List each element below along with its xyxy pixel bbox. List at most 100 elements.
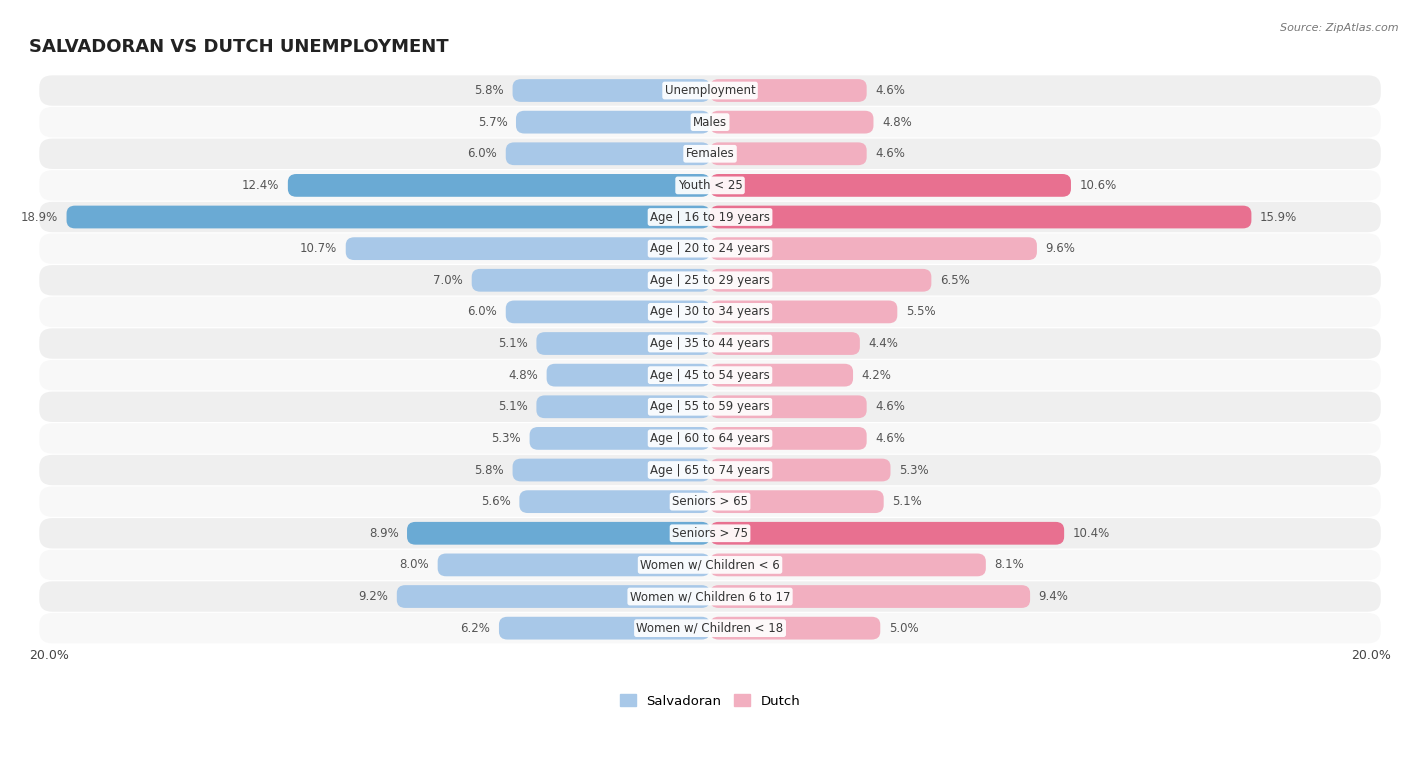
FancyBboxPatch shape <box>39 613 1381 643</box>
Text: 20.0%: 20.0% <box>1351 650 1391 662</box>
FancyBboxPatch shape <box>710 142 866 165</box>
Text: Age | 30 to 34 years: Age | 30 to 34 years <box>650 305 770 319</box>
Text: 5.6%: 5.6% <box>481 495 510 508</box>
FancyBboxPatch shape <box>710 395 866 418</box>
Text: 4.4%: 4.4% <box>869 337 898 350</box>
FancyBboxPatch shape <box>39 518 1381 549</box>
Text: 6.5%: 6.5% <box>939 274 970 287</box>
Text: 5.8%: 5.8% <box>474 84 505 97</box>
Text: Age | 25 to 29 years: Age | 25 to 29 years <box>650 274 770 287</box>
Text: 5.3%: 5.3% <box>898 463 928 476</box>
Text: 10.6%: 10.6% <box>1080 179 1116 192</box>
Text: Source: ZipAtlas.com: Source: ZipAtlas.com <box>1281 23 1399 33</box>
Text: 6.2%: 6.2% <box>461 621 491 634</box>
FancyBboxPatch shape <box>530 427 710 450</box>
FancyBboxPatch shape <box>710 206 1251 229</box>
Text: 4.6%: 4.6% <box>875 400 905 413</box>
FancyBboxPatch shape <box>710 427 866 450</box>
FancyBboxPatch shape <box>710 111 873 133</box>
Text: 20.0%: 20.0% <box>30 650 69 662</box>
FancyBboxPatch shape <box>710 237 1036 260</box>
FancyBboxPatch shape <box>39 139 1381 169</box>
Text: 10.7%: 10.7% <box>299 242 337 255</box>
Text: 5.5%: 5.5% <box>905 305 935 319</box>
Text: 5.1%: 5.1% <box>498 400 527 413</box>
FancyBboxPatch shape <box>39 581 1381 612</box>
FancyBboxPatch shape <box>710 522 1064 545</box>
Text: 8.1%: 8.1% <box>994 559 1024 572</box>
Text: 4.6%: 4.6% <box>875 148 905 160</box>
Text: Age | 60 to 64 years: Age | 60 to 64 years <box>650 432 770 445</box>
Text: 6.0%: 6.0% <box>468 148 498 160</box>
Text: 4.8%: 4.8% <box>509 369 538 382</box>
Text: Age | 20 to 24 years: Age | 20 to 24 years <box>650 242 770 255</box>
FancyBboxPatch shape <box>547 364 710 387</box>
FancyBboxPatch shape <box>39 487 1381 517</box>
FancyBboxPatch shape <box>39 391 1381 422</box>
Text: 10.4%: 10.4% <box>1073 527 1109 540</box>
Text: Age | 55 to 59 years: Age | 55 to 59 years <box>650 400 770 413</box>
Text: 5.7%: 5.7% <box>478 116 508 129</box>
Text: Seniors > 65: Seniors > 65 <box>672 495 748 508</box>
FancyBboxPatch shape <box>437 553 710 576</box>
FancyBboxPatch shape <box>39 455 1381 485</box>
Text: 8.9%: 8.9% <box>368 527 398 540</box>
FancyBboxPatch shape <box>39 423 1381 453</box>
FancyBboxPatch shape <box>710 585 1031 608</box>
Text: 5.1%: 5.1% <box>498 337 527 350</box>
Text: Youth < 25: Youth < 25 <box>678 179 742 192</box>
FancyBboxPatch shape <box>710 332 860 355</box>
Text: Women w/ Children 6 to 17: Women w/ Children 6 to 17 <box>630 590 790 603</box>
FancyBboxPatch shape <box>710 79 866 102</box>
FancyBboxPatch shape <box>66 206 710 229</box>
FancyBboxPatch shape <box>710 459 890 481</box>
Text: 9.4%: 9.4% <box>1039 590 1069 603</box>
Text: 18.9%: 18.9% <box>21 210 58 223</box>
Text: 5.8%: 5.8% <box>474 463 505 476</box>
FancyBboxPatch shape <box>472 269 710 291</box>
FancyBboxPatch shape <box>513 79 710 102</box>
FancyBboxPatch shape <box>346 237 710 260</box>
Legend: Salvadoran, Dutch: Salvadoran, Dutch <box>614 689 806 713</box>
Text: Females: Females <box>686 148 734 160</box>
Text: 12.4%: 12.4% <box>242 179 280 192</box>
FancyBboxPatch shape <box>39 550 1381 580</box>
Text: 5.3%: 5.3% <box>492 432 522 445</box>
FancyBboxPatch shape <box>39 107 1381 137</box>
Text: Age | 16 to 19 years: Age | 16 to 19 years <box>650 210 770 223</box>
FancyBboxPatch shape <box>537 395 710 418</box>
FancyBboxPatch shape <box>519 491 710 513</box>
Text: 9.2%: 9.2% <box>359 590 388 603</box>
Text: 4.8%: 4.8% <box>882 116 911 129</box>
FancyBboxPatch shape <box>710 553 986 576</box>
FancyBboxPatch shape <box>710 617 880 640</box>
Text: Age | 35 to 44 years: Age | 35 to 44 years <box>650 337 770 350</box>
FancyBboxPatch shape <box>39 170 1381 201</box>
Text: Women w/ Children < 6: Women w/ Children < 6 <box>640 559 780 572</box>
Text: 5.0%: 5.0% <box>889 621 918 634</box>
Text: 9.6%: 9.6% <box>1046 242 1076 255</box>
FancyBboxPatch shape <box>39 329 1381 359</box>
FancyBboxPatch shape <box>506 142 710 165</box>
Text: 8.0%: 8.0% <box>399 559 429 572</box>
Text: 7.0%: 7.0% <box>433 274 463 287</box>
FancyBboxPatch shape <box>39 265 1381 295</box>
Text: 4.6%: 4.6% <box>875 432 905 445</box>
FancyBboxPatch shape <box>537 332 710 355</box>
FancyBboxPatch shape <box>710 269 931 291</box>
FancyBboxPatch shape <box>406 522 710 545</box>
FancyBboxPatch shape <box>506 301 710 323</box>
FancyBboxPatch shape <box>710 174 1071 197</box>
FancyBboxPatch shape <box>39 360 1381 391</box>
FancyBboxPatch shape <box>710 364 853 387</box>
Text: 4.2%: 4.2% <box>862 369 891 382</box>
FancyBboxPatch shape <box>39 202 1381 232</box>
FancyBboxPatch shape <box>396 585 710 608</box>
Text: SALVADORAN VS DUTCH UNEMPLOYMENT: SALVADORAN VS DUTCH UNEMPLOYMENT <box>30 38 449 56</box>
Text: 15.9%: 15.9% <box>1260 210 1298 223</box>
FancyBboxPatch shape <box>288 174 710 197</box>
Text: 5.1%: 5.1% <box>893 495 922 508</box>
Text: Males: Males <box>693 116 727 129</box>
Text: 4.6%: 4.6% <box>875 84 905 97</box>
FancyBboxPatch shape <box>39 297 1381 327</box>
